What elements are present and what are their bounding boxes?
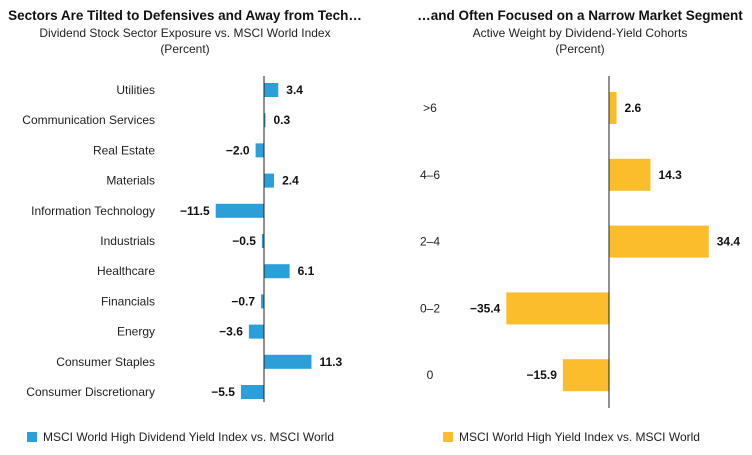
left-bar: [261, 234, 264, 248]
left-category-label: Real Estate: [93, 143, 155, 157]
left-bar: [215, 203, 264, 218]
left-category-label: Energy: [117, 325, 155, 339]
right-chart-title: …and Often Focused on a Narrow Market Se…: [417, 8, 743, 23]
left-value-label: 2.4: [282, 174, 299, 188]
left-plot-area: Utilities 3.4 Communication Services 0.3 Rea…: [22, 76, 342, 402]
left-category-label: Consumer Discretionary: [26, 385, 155, 399]
right-value-label: 14.3: [658, 168, 682, 182]
right-value-label: 2.6: [625, 101, 642, 115]
left-chart-subtitle: Dividend Stock Sector Exposure vs. MSCI …: [39, 26, 330, 40]
left-legend: MSCI World High Dividend Yield Index vs.…: [27, 430, 334, 444]
left-bar: [264, 264, 290, 279]
left-bar: [264, 83, 279, 97]
right-value-label: −15.9: [527, 368, 558, 382]
left-category-label: Healthcare: [97, 264, 155, 278]
left-bar: [248, 324, 264, 339]
left-value-label: 0.3: [274, 113, 291, 127]
right-bar: [609, 92, 617, 124]
right-category-label: 0–2: [420, 301, 440, 315]
right-bar: [562, 359, 609, 392]
left-category-label: Communication Services: [22, 113, 155, 127]
right-category-label: >6: [423, 101, 437, 115]
right-legend-label: MSCI World High Yield Index vs. MSCI Wor…: [459, 430, 700, 444]
left-value-label: −2.0: [226, 143, 250, 157]
left-category-label: Financials: [101, 294, 155, 308]
left-value-label: −3.6: [219, 325, 243, 339]
left-category-label: Consumer Staples: [56, 355, 155, 369]
left-bar: [240, 385, 264, 399]
left-category-label: Materials: [106, 174, 155, 188]
right-category-label: 4–6: [420, 168, 440, 182]
right-bar: [609, 158, 651, 191]
right-category-label: 2–4: [420, 235, 440, 249]
left-value-label: 11.3: [319, 355, 342, 369]
left-value-label: 3.4: [286, 83, 303, 97]
right-bar: [609, 225, 709, 258]
right-bar: [506, 292, 609, 325]
left-legend-label: MSCI World High Dividend Yield Index vs.…: [43, 430, 334, 444]
left-bar: [255, 143, 264, 158]
left-bar: [264, 354, 312, 369]
left-category-label: Industrials: [100, 234, 155, 248]
left-bar: [264, 113, 266, 128]
right-chart-subtitle: Active Weight by Dividend-Yield Cohorts: [473, 26, 688, 40]
right-category-label: 0: [427, 368, 434, 382]
left-chart-unit: (Percent): [160, 42, 209, 56]
left-value-label: −0.5: [232, 234, 256, 248]
left-category-label: Information Technology: [31, 204, 155, 218]
right-plot-area: >6 2.6 4–6 14.3 2–4 34.4 0–2 −35.4 0 −15.9: [420, 76, 740, 408]
left-chart-title: Sectors Are Tilted to Defensives and Awa…: [8, 8, 362, 23]
left-legend-swatch: [27, 432, 37, 442]
right-chart-unit: (Percent): [555, 42, 604, 56]
left-category-label: Utilities: [116, 83, 155, 97]
left-value-label: −11.5: [180, 204, 210, 218]
right-value-label: 34.4: [717, 235, 741, 249]
right-legend-swatch: [443, 432, 453, 442]
left-bar: [264, 173, 275, 188]
right-value-label: −35.4: [470, 301, 501, 315]
left-value-label: 6.1: [298, 264, 315, 278]
left-value-label: −5.5: [211, 385, 235, 399]
left-bar: [261, 294, 264, 309]
right-legend: MSCI World High Yield Index vs. MSCI Wor…: [443, 430, 700, 444]
left-value-label: −0.7: [231, 294, 255, 308]
